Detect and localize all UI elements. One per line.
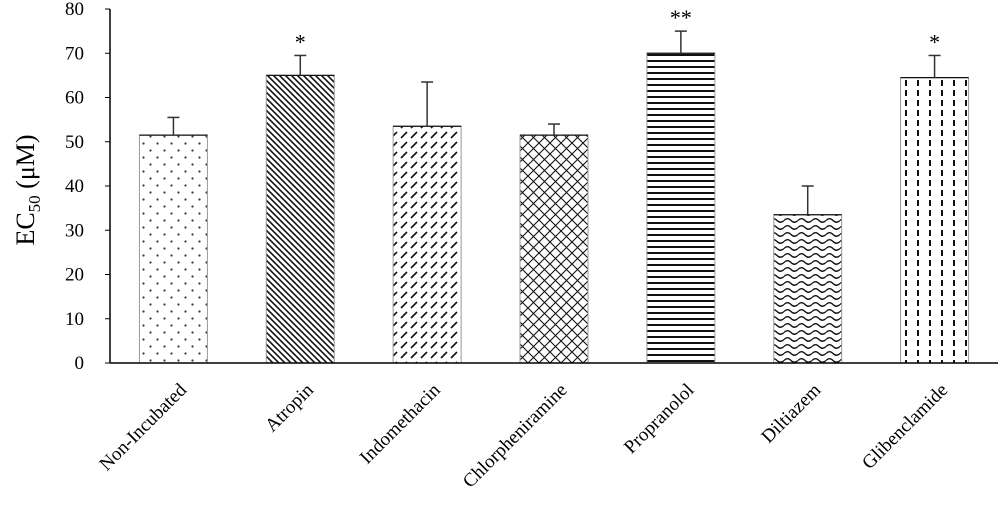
y-axis-label-group: EC50 (μM) (11, 134, 44, 245)
y-axis-label-subscript: 50 (25, 195, 44, 212)
y-tick-label: 20 (65, 265, 84, 286)
bar (265, 74, 335, 364)
y-axis-label: EC50 (μM) (11, 134, 44, 245)
category-label: Diltiazem (757, 380, 825, 448)
bar (900, 77, 970, 364)
y-axis-ticks: 0 10 20 30 40 50 60 70 80 (65, 0, 110, 374)
significance-marker: ** (670, 5, 692, 30)
bar (519, 134, 589, 364)
y-tick-label: 70 (65, 43, 84, 64)
significance-markers: **** (295, 5, 940, 54)
y-tick-label: 30 (65, 220, 84, 241)
category-label: Glibenclamide (858, 380, 952, 474)
category-labels: Non-Incubated Atropin Indomethacin Chlorphe… (96, 379, 953, 492)
category-label: Atropin (261, 379, 318, 436)
y-axis-label-unit: (μM) (11, 134, 40, 195)
y-tick-label: 80 (65, 0, 84, 20)
y-tick-label: 0 (75, 353, 85, 374)
category-label: Propranolol (620, 380, 698, 458)
bar (646, 52, 716, 364)
category-label: Chlorpheniramine (459, 380, 572, 493)
category-label: Non-Incubated (96, 379, 192, 475)
y-tick-label: 50 (65, 132, 84, 153)
significance-marker: * (295, 29, 306, 54)
bars (138, 52, 970, 364)
y-tick-label: 40 (65, 176, 84, 197)
category-label: Indomethacin (356, 379, 445, 468)
bar (138, 134, 208, 364)
error-bars (167, 30, 941, 215)
significance-marker: * (929, 29, 940, 54)
bar (392, 125, 462, 364)
bar (773, 214, 843, 364)
y-tick-label: 10 (65, 309, 84, 330)
y-axis-label-main: EC (11, 212, 40, 245)
y-tick-label: 60 (65, 88, 84, 109)
